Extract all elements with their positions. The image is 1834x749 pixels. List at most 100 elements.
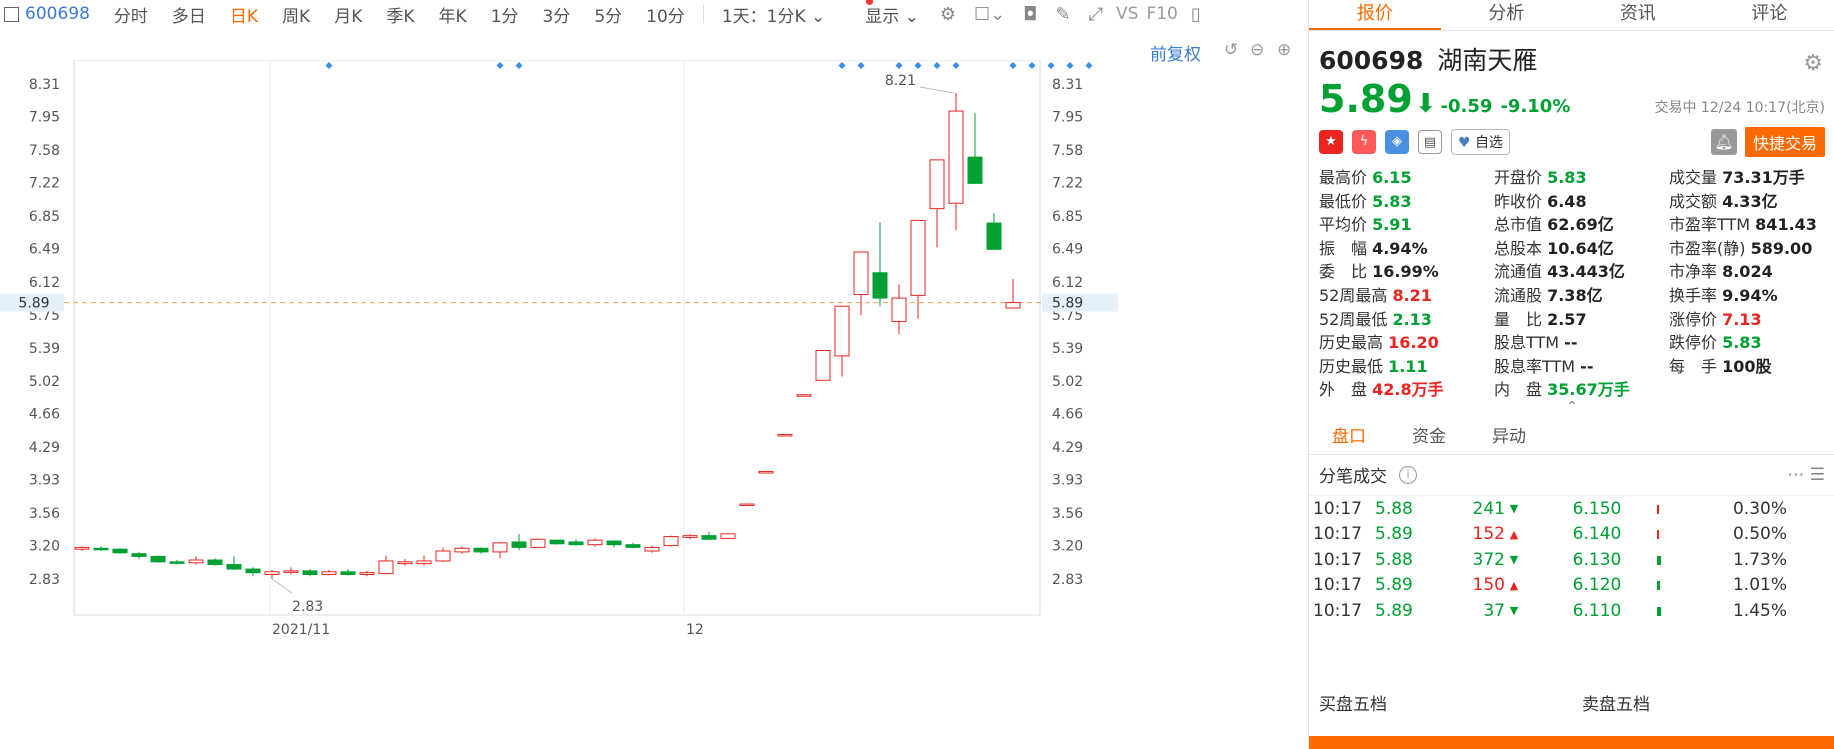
depth-pct: 0.50% bbox=[1732, 524, 1787, 545]
tab-pankou[interactable]: 盘口 bbox=[1332, 426, 1366, 447]
tag-icon[interactable]: ◈ bbox=[1385, 130, 1409, 154]
candlestick-chart[interactable]: 8.31 8.31 7.95 7.95 7.58 7.58 7.22 7.22 6.85 6.85… bbox=[0, 60, 1308, 749]
tick-row: 10:17 5.88 372 ▼ 6.130 1.73% bbox=[1309, 547, 1834, 573]
candle-body bbox=[853, 251, 869, 295]
flag-icon[interactable]: ★ bbox=[1319, 130, 1343, 154]
up-arrow-icon: ▲ bbox=[1509, 578, 1519, 592]
period-tab[interactable]: 分时 bbox=[113, 6, 148, 27]
stat-cell: 流通值 43.443亿 bbox=[1494, 261, 1669, 284]
vs-button[interactable]: VS bbox=[1116, 4, 1139, 24]
y-tick-label-left: 5.39 bbox=[29, 341, 60, 357]
tab-analysis[interactable]: 分析 bbox=[1488, 3, 1525, 24]
period-tab[interactable]: 5分 bbox=[594, 6, 623, 27]
depth-bar bbox=[1657, 555, 1662, 565]
multi-period-select[interactable]: 1天：1分K ⌄ bbox=[721, 6, 826, 27]
period-tab[interactable]: 年K bbox=[438, 6, 467, 27]
y-tick-label-right: 3.20 bbox=[1052, 539, 1083, 555]
stat-value: 1.11 bbox=[1388, 356, 1428, 376]
y-tick-label-right: 2.83 bbox=[1052, 572, 1083, 588]
period-tab[interactable]: 周K bbox=[282, 6, 311, 27]
more-icon[interactable]: ⋯ ☰ bbox=[1787, 464, 1825, 485]
box-icon[interactable]: ☐⌄ bbox=[974, 3, 1006, 25]
fullscreen-icon[interactable]: ⤢ bbox=[1088, 3, 1104, 25]
info-icon[interactable]: i bbox=[1399, 465, 1417, 484]
candle-body bbox=[454, 547, 470, 553]
y-tick-label-right: 7.58 bbox=[1052, 143, 1083, 159]
stat-label: 历史最低 bbox=[1319, 356, 1389, 376]
stat-value: -- bbox=[1564, 333, 1578, 353]
tab-funds[interactable]: 资金 bbox=[1412, 426, 1446, 447]
tick-volume: 152 bbox=[1472, 524, 1505, 545]
period-tab[interactable]: 3分 bbox=[542, 6, 571, 27]
candle-body bbox=[606, 540, 622, 546]
depth-bar bbox=[1657, 606, 1661, 616]
order-ratio-bar bbox=[1309, 736, 1834, 749]
depth-price: 6.150 bbox=[1572, 498, 1622, 519]
candle-body bbox=[74, 546, 90, 550]
event-marker bbox=[895, 62, 903, 69]
candle-body bbox=[644, 546, 660, 552]
add-watchlist-button[interactable]: ♥ 自选 bbox=[1451, 129, 1511, 155]
stat-label: 跌停价 bbox=[1669, 333, 1723, 353]
stat-cell: 昨收价 6.48 bbox=[1494, 191, 1669, 214]
depth-pct: 1.73% bbox=[1732, 549, 1787, 570]
period-tab[interactable]: 1分 bbox=[490, 6, 519, 27]
tab-news[interactable]: 资讯 bbox=[1619, 3, 1656, 24]
stat-value: 4.33亿 bbox=[1722, 191, 1778, 211]
tab-comments[interactable]: 评论 bbox=[1751, 3, 1788, 24]
candle-body bbox=[739, 503, 755, 507]
tab-quote[interactable]: 报价 bbox=[1309, 0, 1441, 30]
period-tab[interactable]: 季K bbox=[386, 6, 415, 27]
note-icon[interactable]: ▤ bbox=[1418, 130, 1442, 154]
tick-price: 5.89 bbox=[1375, 575, 1413, 596]
display-select[interactable]: 显示 ⌄ bbox=[865, 6, 919, 27]
period-tab[interactable]: 多日 bbox=[171, 6, 206, 27]
y-tick-label-right: 4.29 bbox=[1052, 440, 1083, 456]
notification-dot bbox=[866, 0, 873, 5]
depth-price: 6.120 bbox=[1572, 575, 1622, 596]
period-tab[interactable]: 月K bbox=[334, 6, 363, 27]
lightning-icon[interactable]: ϟ bbox=[1352, 130, 1376, 154]
stat-value: 589.00 bbox=[1750, 238, 1813, 258]
adjust-button[interactable]: 前复权 bbox=[1150, 45, 1201, 65]
pen-icon[interactable]: ✎ bbox=[1055, 3, 1071, 25]
tab-alerts[interactable]: 异动 bbox=[1492, 426, 1526, 447]
depth-price: 6.140 bbox=[1572, 524, 1622, 545]
bell-icon[interactable]: 🔔︎ bbox=[1710, 129, 1737, 155]
high-label: 8.21 bbox=[885, 73, 916, 89]
sub-tabs: 盘口 资金 异动 bbox=[1309, 420, 1834, 455]
tick-row: 10:17 5.89 150 ▲ 6.120 1.01% bbox=[1309, 572, 1834, 598]
candle-body bbox=[169, 561, 185, 564]
high-leader bbox=[919, 86, 955, 94]
zoom-out-icon[interactable]: ⊖ bbox=[1250, 40, 1265, 60]
stat-label: 总股本 bbox=[1494, 238, 1548, 258]
camera-icon[interactable]: ◘ bbox=[1023, 3, 1038, 25]
stat-cell: 最高价 6.15 bbox=[1319, 167, 1494, 190]
event-marker bbox=[857, 62, 865, 69]
quick-trade-button[interactable]: 快捷交易 bbox=[1744, 127, 1825, 157]
buy5-label: 买盘五档 bbox=[1319, 695, 1387, 715]
stat-label: 外 盘 bbox=[1319, 380, 1373, 400]
period-tab[interactable]: 10分 bbox=[646, 6, 685, 27]
reset-icon[interactable]: ↺ bbox=[1224, 40, 1239, 60]
zoom-in-icon[interactable]: ⊕ bbox=[1277, 40, 1292, 60]
f10-button[interactable]: F10 bbox=[1146, 4, 1178, 24]
stat-label: 每 手 bbox=[1669, 356, 1723, 376]
stat-label: 市盈率TTM bbox=[1669, 215, 1756, 235]
y-tick-label-left: 6.12 bbox=[29, 275, 60, 291]
candle-body bbox=[568, 541, 584, 546]
stat-cell: 委 比 16.99% bbox=[1319, 261, 1494, 284]
y-tick-label-right: 6.49 bbox=[1052, 241, 1083, 257]
x-tick-label: 12 bbox=[686, 622, 704, 638]
period-tab-active[interactable]: 日K bbox=[229, 6, 259, 27]
event-marker bbox=[1047, 62, 1055, 69]
collapse-icon[interactable]: ⌃ bbox=[1566, 398, 1578, 415]
stat-value: 8.024 bbox=[1722, 262, 1773, 282]
panel-icon[interactable]: ▯ bbox=[1190, 3, 1201, 25]
candle-body bbox=[720, 533, 736, 539]
window-icon[interactable] bbox=[4, 6, 19, 22]
gear-icon[interactable]: ⚙ bbox=[939, 3, 957, 25]
sell5-label: 卖盘五档 bbox=[1582, 695, 1650, 715]
gear-icon[interactable]: ⚙ bbox=[1803, 51, 1823, 76]
stock-code[interactable]: 600698 bbox=[25, 4, 90, 24]
